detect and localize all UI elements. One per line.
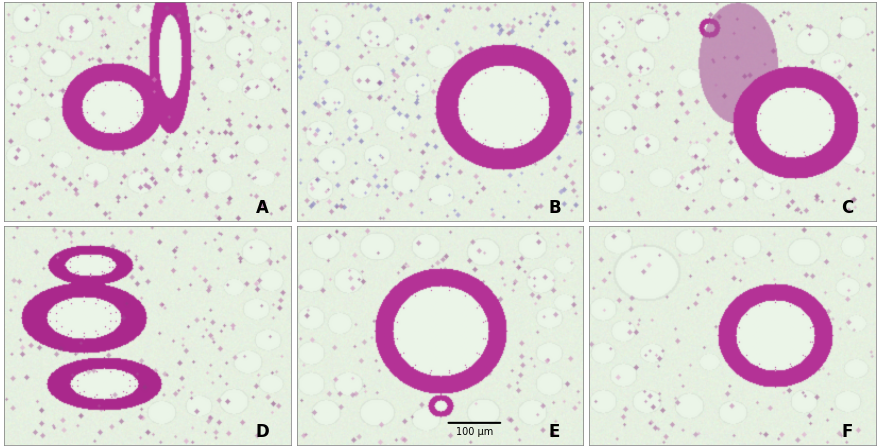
Text: C: C xyxy=(840,199,853,217)
Text: 100 μm: 100 μm xyxy=(456,426,493,437)
Text: B: B xyxy=(548,199,561,217)
Text: A: A xyxy=(256,199,268,217)
Text: E: E xyxy=(549,422,561,441)
Text: D: D xyxy=(255,422,269,441)
Text: F: F xyxy=(841,422,853,441)
